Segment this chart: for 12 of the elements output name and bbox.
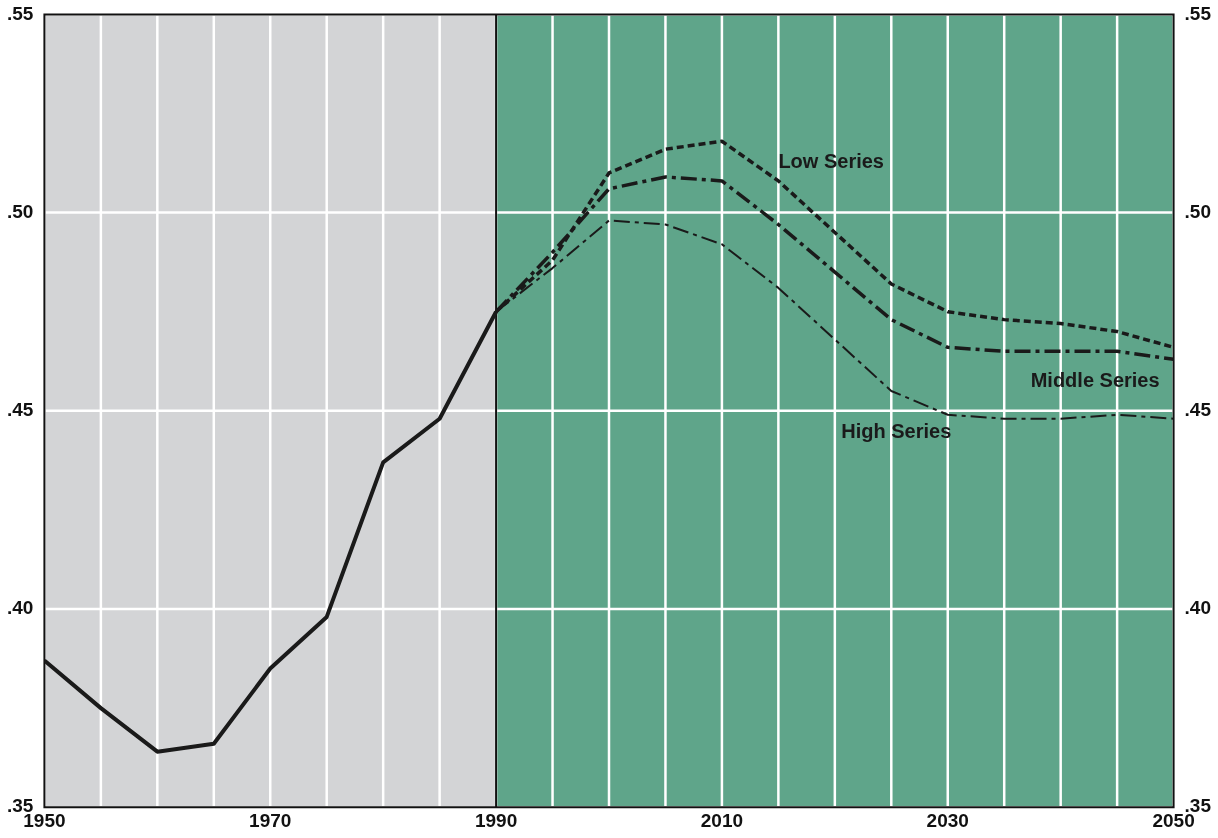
y-tick-label: .40 [6, 597, 34, 619]
y2-tick-label: .50 [1184, 200, 1212, 222]
x-tick-label: 1970 [249, 809, 292, 831]
y2-tick-label: .40 [1184, 597, 1212, 619]
y-tick-label: .45 [6, 399, 34, 421]
y-tick-label: .50 [6, 200, 34, 222]
x-tick-label: 2030 [926, 809, 969, 831]
y-tick-label: .55 [6, 2, 34, 24]
x-tick-label: 1990 [474, 809, 518, 831]
y2-tick-label: .45 [1184, 399, 1212, 421]
x-tick-label: 2010 [700, 809, 744, 831]
y2-tick-label: .55 [1184, 2, 1212, 24]
